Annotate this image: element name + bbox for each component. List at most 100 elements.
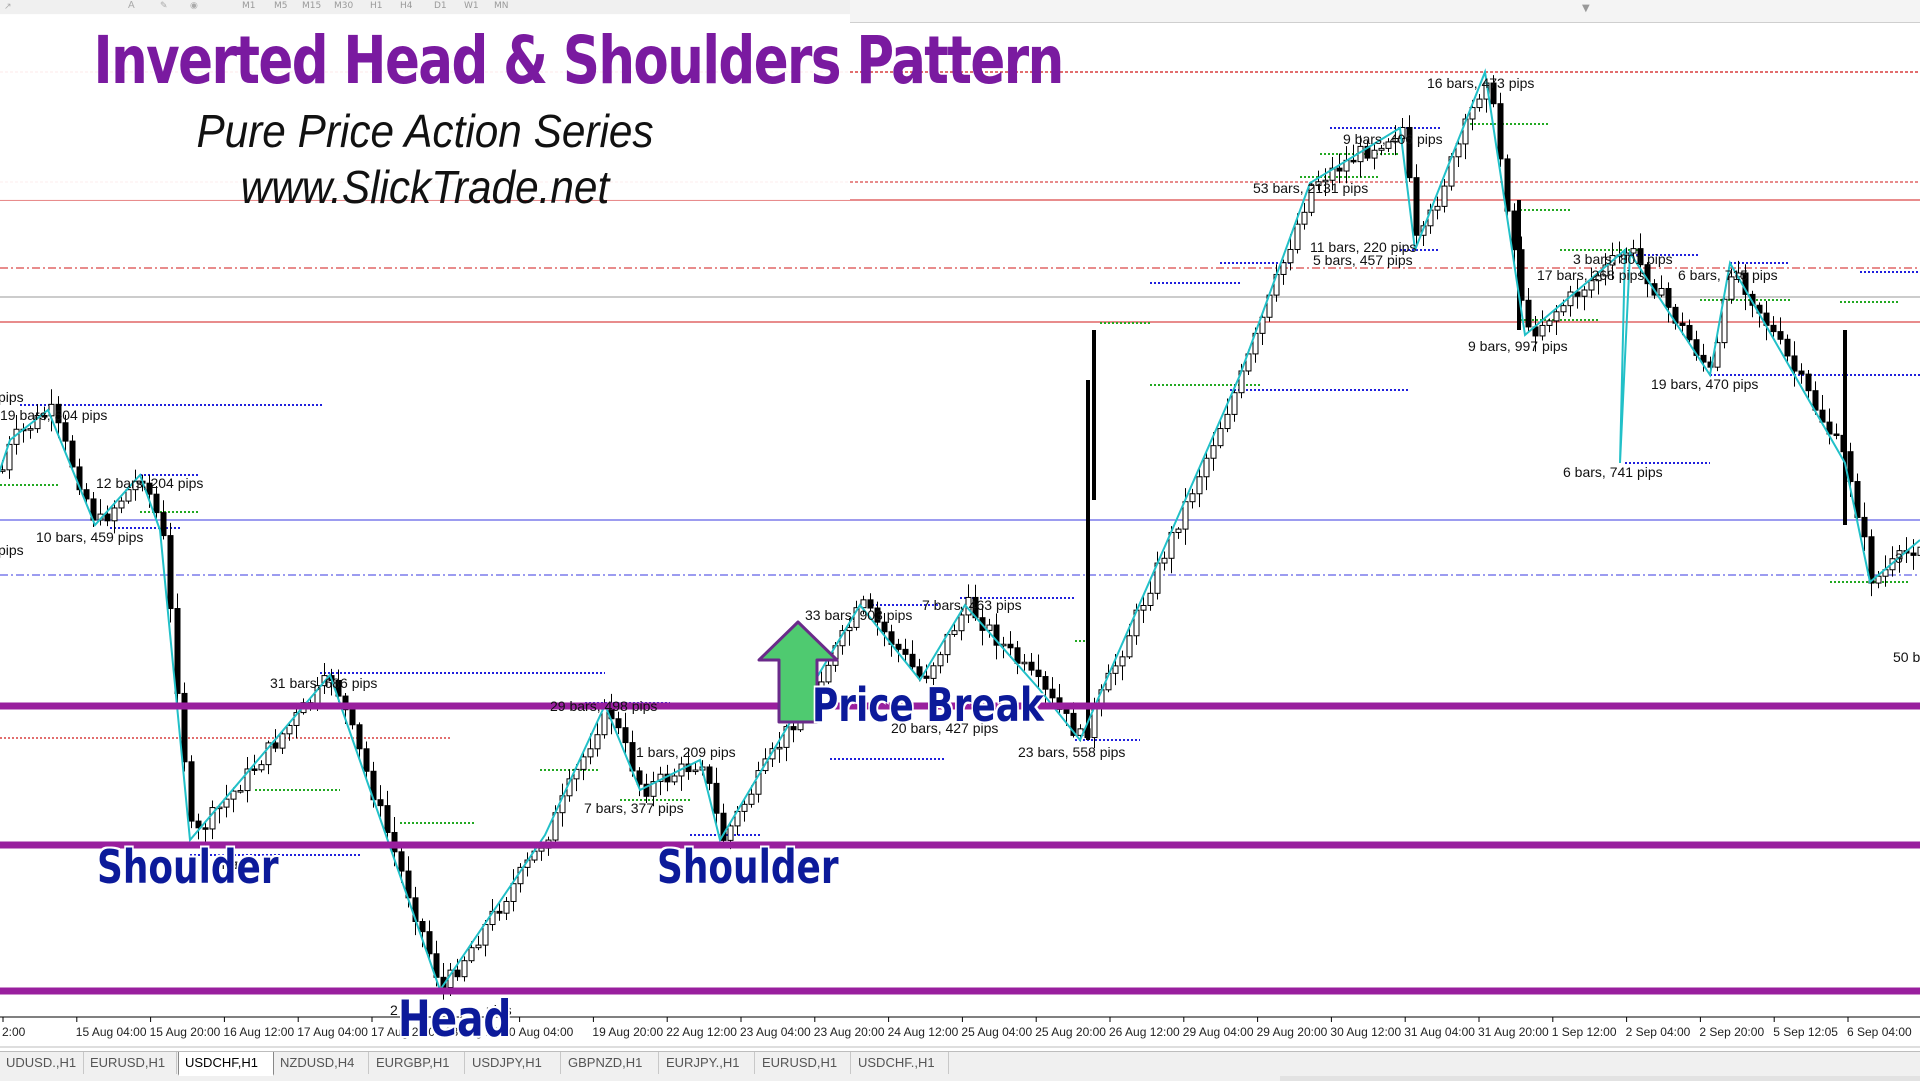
zigzag-label: ps	[230, 856, 245, 872]
zigzag-labels: pips 19 bars, 504 pips 12 bars, 204 pips 10…	[0, 75, 1920, 1018]
candle-body	[818, 681, 825, 689]
tf-w1-button[interactable]: W1	[464, 1, 479, 11]
candle-body	[1070, 712, 1077, 736]
timeframe-toolbar: ↗ A ✎ ◉ M1 M5 M15 M30 H1 H4 D1 W1 MN	[0, 0, 850, 15]
time-tick-label: 5 Sep 12:05	[1773, 1025, 1838, 1039]
candle-body	[1161, 557, 1168, 564]
time-tick-label: 24 Aug 12:00	[888, 1025, 959, 1039]
time-tick-label: 23 Aug 20:00	[814, 1025, 885, 1039]
candle-body	[825, 664, 832, 683]
page-subtitle: Pure Price Action Series	[196, 105, 654, 157]
candle-body	[279, 733, 286, 749]
candle-body	[1581, 289, 1588, 297]
candle-body	[1630, 248, 1637, 254]
chart-tab[interactable]: NZDUSD,H4	[274, 1052, 369, 1074]
candle-body	[482, 924, 489, 946]
candle-body	[1378, 147, 1385, 151]
time-tick-label: 18 Aug 12:00	[445, 1025, 516, 1039]
zigzag-label: 6 bars, 741 pips	[1563, 464, 1663, 480]
candle-body	[1007, 643, 1014, 649]
candle-body	[1455, 143, 1462, 158]
zigzag-label: 1 bars, 209 pips	[636, 744, 736, 760]
chart-tab[interactable]: EURGBP,H1	[370, 1052, 465, 1074]
right-shoulder-label: Shoulder	[657, 840, 839, 894]
tf-m1-button[interactable]: M1	[242, 1, 256, 11]
candle-body	[174, 608, 181, 694]
tf-h4-button[interactable]: H4	[400, 1, 413, 11]
candle-body	[1112, 665, 1119, 674]
time-tick-label: Aug 04:00	[519, 1025, 574, 1039]
candle-body	[202, 827, 209, 830]
candle-body	[1231, 392, 1238, 415]
candle-body	[1028, 661, 1035, 671]
chart-tab[interactable]: UDUSD.,H1	[0, 1052, 84, 1074]
candle-body	[1728, 276, 1735, 300]
zigzag-label: 12 bars, 204 pips	[96, 475, 203, 491]
chart-tab[interactable]: EURJPY.,H1	[660, 1052, 755, 1074]
cursor-tool-icon[interactable]: ↗	[4, 1, 12, 11]
chart-tab[interactable]: USDCHF.,H1	[852, 1052, 949, 1074]
candle-body	[1224, 413, 1231, 430]
candle-body	[958, 614, 965, 632]
candle-body	[881, 621, 888, 633]
candle-body	[1434, 205, 1441, 211]
time-tick-label: 30 Aug 12:00	[1330, 1025, 1401, 1039]
shapes-tool-icon[interactable]: ◉	[190, 0, 198, 10]
zigzag-indicator	[0, 68, 1920, 993]
chart-tab[interactable]: EURUSD,H1	[84, 1052, 177, 1074]
impulse-candle	[1092, 330, 1096, 500]
tf-d1-button[interactable]: D1	[434, 1, 447, 11]
candle-body	[1875, 575, 1882, 584]
chart-tab[interactable]: USDJPY,H1	[466, 1052, 561, 1074]
candle-body	[636, 770, 643, 785]
candle-body	[475, 944, 482, 949]
candle-body	[846, 626, 853, 632]
price-chart[interactable]: pips 19 bars, 504 pips 12 bars, 204 pips 10…	[0, 0, 1920, 1051]
candle-body	[1861, 516, 1868, 538]
candle-body	[258, 764, 265, 771]
candle-body	[1588, 280, 1595, 291]
collapse-chevron-icon[interactable]: ▼	[1582, 3, 1590, 14]
candle-body	[83, 489, 90, 500]
tf-h1-button[interactable]: H1	[370, 1, 383, 11]
candle-body	[937, 654, 944, 667]
candle-body	[1140, 604, 1147, 611]
candle-body	[1665, 287, 1672, 308]
time-tick-label: 25 Aug 04:00	[961, 1025, 1032, 1039]
zigzag-label: 29 bars, 498 pips	[550, 698, 657, 714]
chart-tab[interactable]: EURUSD,H1	[756, 1052, 851, 1074]
zigzag-label: pips	[0, 542, 24, 558]
candle-body	[776, 746, 783, 750]
candle-body	[1637, 248, 1644, 266]
candle-body	[538, 847, 545, 852]
candle-body	[1854, 481, 1861, 518]
candle-body	[650, 781, 657, 797]
text-tool-icon[interactable]: A	[128, 0, 135, 11]
zigzag-label: 53 bars, 2131 pips	[1253, 180, 1368, 196]
tf-m30-button[interactable]: M30	[334, 1, 354, 11]
candle-body	[587, 748, 594, 758]
candle-body	[111, 507, 118, 522]
candle-body	[293, 712, 300, 726]
tf-mn-button[interactable]: MN	[494, 1, 509, 11]
label-tool-icon[interactable]: ✎	[160, 0, 168, 10]
candle-body	[930, 665, 937, 679]
time-tick-label: 15 Aug 20:00	[150, 1025, 221, 1039]
candle-body	[1910, 552, 1917, 556]
zigzag-line	[0, 68, 1920, 993]
zigzag-label: 2	[390, 1002, 398, 1018]
candle-body	[1805, 373, 1812, 392]
zigzag-label: 5 bars, 457 pips	[1313, 252, 1413, 268]
time-tick-label: 2 Sep 04:00	[1626, 1025, 1691, 1039]
candle-body	[398, 851, 405, 872]
chart-tab[interactable]: GBPNZD,H1	[562, 1052, 659, 1074]
candle-body	[1210, 445, 1217, 459]
chart-tab-active[interactable]: USDCHF,H1	[178, 1052, 274, 1076]
candle-body	[1119, 656, 1126, 667]
zigzag-label: 11 bars, 220 pips	[1310, 239, 1416, 255]
tf-m15-button[interactable]: M15	[302, 1, 322, 11]
tf-m5-button[interactable]: M5	[274, 1, 288, 11]
zigzag-label: 9 bars, 997 pips	[1468, 338, 1568, 354]
candle-body	[1791, 355, 1798, 372]
